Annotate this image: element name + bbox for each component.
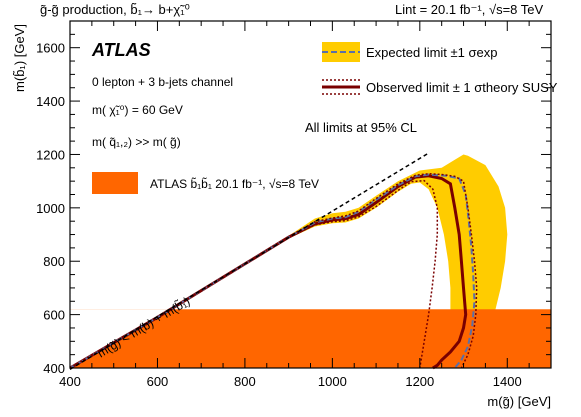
y-tick-label-800: 800 <box>43 254 65 269</box>
channel-label: 0 lepton + 3 b-jets channel <box>92 75 233 89</box>
y-tick-label-1400: 1400 <box>36 94 65 109</box>
y-axis: 400 600 800 1000 1200 1400 1600 <box>36 20 551 376</box>
series-observed-dotted-3 <box>69 179 439 369</box>
header-left: g̃-g̃ production, b̃₁→ b+χ̃₁⁰ <box>40 2 190 17</box>
y-tick-label-1200: 1200 <box>36 147 65 162</box>
cl-note: All limits at 95% CL <box>305 120 417 135</box>
x-tick-label-800: 800 <box>234 374 256 389</box>
legend: Expected limit ±1 σexp Observed limit ± … <box>92 42 558 194</box>
atlas-label: ATLAS <box>91 40 151 60</box>
plot-area <box>69 152 551 370</box>
x-tick-label-400: 400 <box>59 374 81 389</box>
y-tick-label-1000: 1000 <box>36 201 65 216</box>
x-tick-label-1200: 1200 <box>405 374 434 389</box>
legend-prior-swatch <box>92 172 138 194</box>
lsp-mass-label: m( χ̃₁⁰) = 60 GeV <box>92 103 183 117</box>
header-right: Lint = 20.1 fb⁻¹, √s=8 TeV <box>395 2 544 17</box>
y-tick-label-600: 600 <box>43 308 65 323</box>
squark-condition-label: m( q̃₁,₂) >> m( g̃) <box>92 135 181 149</box>
x-axis: 400 600 800 1000 1200 1400 <box>59 21 552 389</box>
legend-prior-label: ATLAS b̃₁b̃₁ 20.1 fb⁻¹, √s=8 TeV <box>150 176 319 191</box>
x-tick-label-600: 600 <box>147 374 169 389</box>
y-axis-label: m(b̃₁) [GeV] <box>12 24 27 92</box>
x-tick-label-1400: 1400 <box>493 374 522 389</box>
y-tick-label-400: 400 <box>43 361 65 376</box>
legend-expected-label: Expected limit ±1 σexp <box>366 45 498 60</box>
legend-observed-label: Observed limit ± 1 σtheory SUSY <box>366 80 558 95</box>
x-axis-label: m(g̃) [GeV] <box>487 394 551 409</box>
y-tick-label-1600: 1600 <box>36 41 65 56</box>
x-tick-label-1000: 1000 <box>318 374 347 389</box>
series-observed-0 <box>69 174 468 370</box>
